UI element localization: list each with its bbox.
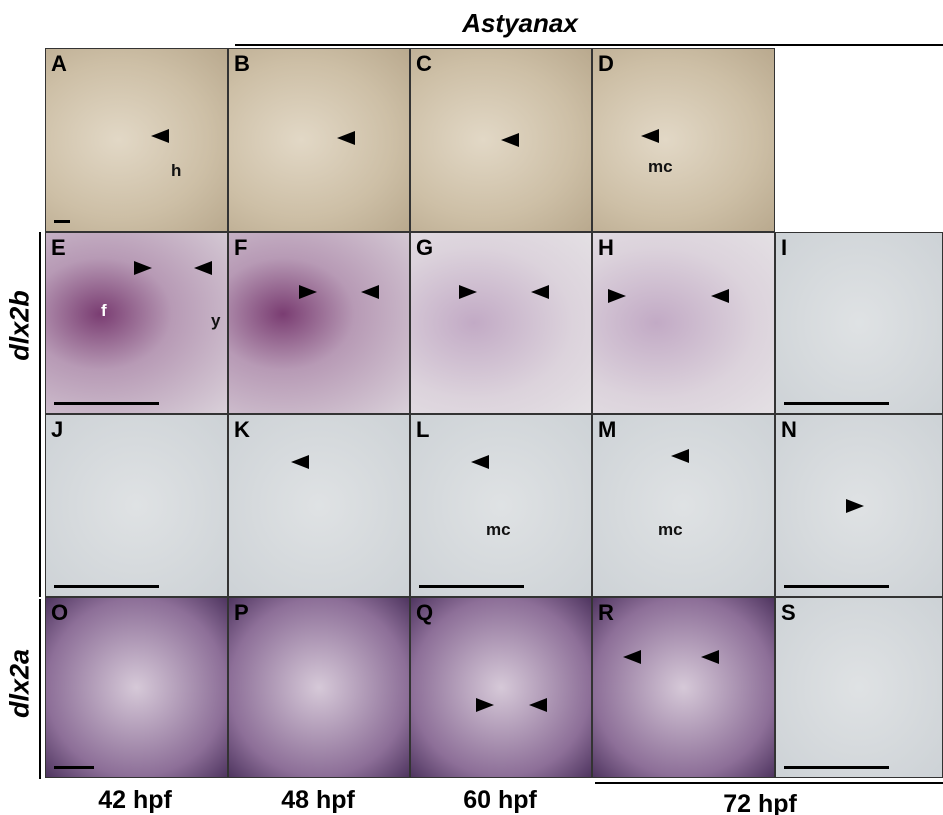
column-rule [595, 782, 943, 784]
arrowhead [529, 698, 547, 712]
arrowhead [846, 499, 864, 513]
annotation: mc [648, 157, 673, 177]
panel-letter: I [781, 235, 787, 261]
image-panel: J [45, 414, 228, 597]
image-panel: B [228, 48, 410, 232]
panel-letter: G [416, 235, 433, 261]
image-panel: S [775, 597, 943, 778]
column-label: 48 hpf [228, 786, 408, 815]
panel-letter: D [598, 51, 614, 77]
scale-bar [54, 220, 70, 223]
figure: Astyanax dlx2b dlx2a 42 hpf 48 hpf 60 hp… [0, 0, 943, 815]
column-label: 42 hpf [45, 786, 225, 815]
scale-bar [784, 766, 889, 769]
panel-letter: L [416, 417, 429, 443]
arrowhead [623, 650, 641, 664]
panel-letter: H [598, 235, 614, 261]
scale-bar [54, 402, 159, 405]
image-panel: O [45, 597, 228, 778]
panel-letter: J [51, 417, 63, 443]
panel-letter: K [234, 417, 250, 443]
panel-letter: O [51, 600, 68, 626]
panel-letter: S [781, 600, 796, 626]
image-panel: C [410, 48, 592, 232]
annotation: h [171, 161, 181, 181]
panel-letter: Q [416, 600, 433, 626]
arrowhead [501, 133, 519, 147]
row-label: dlx2b [5, 266, 36, 386]
image-panel: Q [410, 597, 592, 778]
panel-letter: R [598, 600, 614, 626]
annotation: f [101, 301, 107, 321]
arrowhead [476, 698, 494, 712]
panel-letter: B [234, 51, 250, 77]
arrowhead [701, 650, 719, 664]
column-label: 72 hpf [670, 790, 850, 815]
arrowhead [641, 129, 659, 143]
arrowhead [361, 285, 379, 299]
scale-bar [54, 585, 159, 588]
image-panel: G [410, 232, 592, 414]
scale-bar [784, 402, 889, 405]
title: Astyanax [420, 8, 620, 39]
arrowhead [608, 289, 626, 303]
annotation: mc [486, 520, 511, 540]
scale-bar [784, 585, 889, 588]
panel-letter: F [234, 235, 247, 261]
panel-letter: M [598, 417, 616, 443]
annotation: y [211, 311, 220, 331]
arrowhead [291, 455, 309, 469]
scale-bar [54, 766, 94, 769]
panel-letter: A [51, 51, 67, 77]
image-panel: P [228, 597, 410, 778]
panel-letter: C [416, 51, 432, 77]
arrowhead [299, 285, 317, 299]
arrowhead [531, 285, 549, 299]
scale-bar [419, 585, 524, 588]
image-panel: I [775, 232, 943, 414]
row-bracket [39, 599, 41, 779]
image-panel: K [228, 414, 410, 597]
arrowhead [337, 131, 355, 145]
arrowhead [471, 455, 489, 469]
arrowhead [194, 261, 212, 275]
title-rule [235, 44, 943, 46]
row-label: dlx2a [5, 624, 36, 744]
panel-letter: E [51, 235, 66, 261]
column-label: 60 hpf [410, 786, 590, 815]
arrowhead [459, 285, 477, 299]
panel-letter: N [781, 417, 797, 443]
panel-letter: P [234, 600, 249, 626]
image-panel: N [775, 414, 943, 597]
arrowhead [711, 289, 729, 303]
image-panel: H [592, 232, 775, 414]
arrowhead [134, 261, 152, 275]
row-bracket [39, 232, 41, 597]
annotation: mc [658, 520, 683, 540]
image-panel: F [228, 232, 410, 414]
arrowhead [151, 129, 169, 143]
arrowhead [671, 449, 689, 463]
image-panel: R [592, 597, 775, 778]
